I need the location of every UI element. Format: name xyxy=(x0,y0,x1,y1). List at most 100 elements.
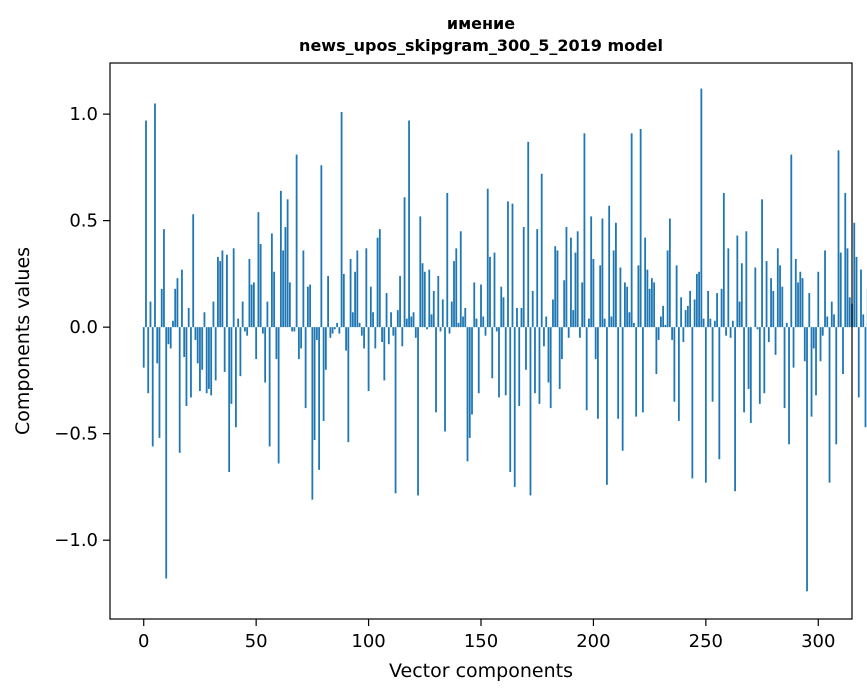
bar-143 xyxy=(464,308,466,327)
bar-140 xyxy=(458,323,460,327)
bar-105 xyxy=(379,229,381,327)
bar-68 xyxy=(296,155,298,328)
bar-211 xyxy=(617,327,619,419)
bar-46 xyxy=(246,327,248,336)
bar-195 xyxy=(581,282,583,327)
bar-320 xyxy=(862,314,864,327)
bar-130 xyxy=(435,327,437,412)
bar-29 xyxy=(208,327,210,389)
bar-215 xyxy=(626,287,628,327)
bar-30 xyxy=(210,327,212,395)
chart-title-line-2: news_upos_skipgram_300_5_2019 model xyxy=(299,36,663,55)
bar-127 xyxy=(428,270,430,328)
bar-290 xyxy=(795,259,797,327)
bar-71 xyxy=(302,250,304,327)
bar-172 xyxy=(530,327,532,495)
bar-232 xyxy=(664,325,666,327)
bar-318 xyxy=(858,327,860,397)
bar-112 xyxy=(395,327,397,493)
bar-250 xyxy=(705,327,707,483)
bar-128 xyxy=(431,314,433,327)
bar-236 xyxy=(673,327,675,402)
bar-75 xyxy=(311,327,313,500)
bar-148 xyxy=(476,319,478,328)
bar-242 xyxy=(687,306,689,327)
bar-310 xyxy=(840,253,842,328)
bar-279 xyxy=(770,278,772,327)
bar-135 xyxy=(446,193,448,327)
bar-132 xyxy=(440,327,442,331)
bar-19 xyxy=(186,327,188,406)
bar-107 xyxy=(383,327,385,380)
bar-286 xyxy=(786,323,788,327)
x-tick-label-5: 250 xyxy=(689,631,723,652)
bar-44 xyxy=(242,302,244,328)
bar-179 xyxy=(545,317,547,328)
bar-307 xyxy=(833,314,835,327)
bar-241 xyxy=(685,310,687,327)
bar-123 xyxy=(419,216,421,327)
bar-304 xyxy=(826,317,828,328)
bar-284 xyxy=(781,287,783,327)
bar-59 xyxy=(275,327,277,359)
bar-6 xyxy=(156,327,158,363)
bar-54 xyxy=(264,327,266,382)
bar-95 xyxy=(356,250,358,327)
bar-98 xyxy=(363,327,365,348)
bar-267 xyxy=(743,327,745,412)
bar-152 xyxy=(485,327,487,336)
bar-170 xyxy=(525,327,527,370)
bar-204 xyxy=(602,219,604,328)
bar-81 xyxy=(325,327,327,370)
bar-103 xyxy=(374,327,376,348)
bar-37 xyxy=(226,255,228,327)
bar-299 xyxy=(815,327,817,395)
bar-239 xyxy=(680,297,682,327)
bar-223 xyxy=(644,238,646,327)
bar-87 xyxy=(338,327,340,333)
bar-300 xyxy=(817,272,819,327)
bar-218 xyxy=(633,323,635,327)
bar-293 xyxy=(802,278,804,327)
bar-297 xyxy=(811,327,813,416)
bar-53 xyxy=(262,327,264,333)
bar-70 xyxy=(300,327,302,348)
bar-57 xyxy=(271,233,273,327)
bar-221 xyxy=(640,129,642,327)
x-tick-label-3: 150 xyxy=(464,631,498,652)
bar-253 xyxy=(712,327,714,402)
bar-255 xyxy=(716,293,718,327)
bar-131 xyxy=(437,276,439,327)
bar-146 xyxy=(471,327,473,414)
bar-283 xyxy=(779,265,781,327)
bar-0 xyxy=(143,327,145,367)
bar-58 xyxy=(273,272,275,327)
bar-89 xyxy=(343,274,345,327)
bar-306 xyxy=(831,302,833,328)
bar-270 xyxy=(750,327,752,423)
bar-266 xyxy=(741,263,743,327)
bar-141 xyxy=(460,231,462,327)
bar-35 xyxy=(222,250,224,327)
chart-title-line-1: имение xyxy=(447,14,515,33)
x-tick-label-2: 100 xyxy=(351,631,385,652)
bar-23 xyxy=(195,327,197,340)
bar-275 xyxy=(761,199,763,327)
bar-294 xyxy=(804,327,806,361)
bar-209 xyxy=(613,250,615,327)
bar-113 xyxy=(397,310,399,327)
bar-144 xyxy=(467,327,469,461)
bar-194 xyxy=(579,327,581,338)
bar-289 xyxy=(793,327,795,367)
bar-225 xyxy=(649,289,651,327)
bar-214 xyxy=(624,282,626,327)
bar-212 xyxy=(620,268,622,328)
bar-9 xyxy=(163,229,165,327)
bar-27 xyxy=(204,312,206,327)
bar-76 xyxy=(314,327,316,440)
bar-67 xyxy=(293,327,295,331)
bar-22 xyxy=(192,214,194,327)
bar-133 xyxy=(442,299,444,327)
